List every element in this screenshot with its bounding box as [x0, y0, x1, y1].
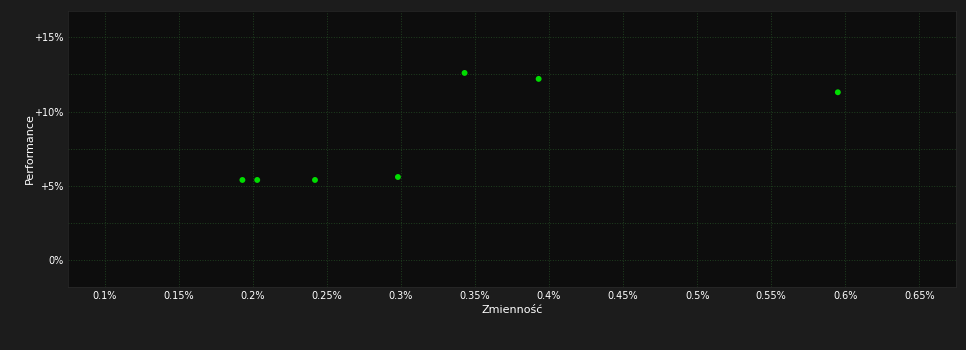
Point [830, 90, 845, 95]
Point [531, 76, 547, 82]
Point [457, 70, 472, 76]
Point [235, 177, 250, 183]
Point [249, 177, 265, 183]
Point [390, 174, 406, 180]
Point [307, 177, 323, 183]
X-axis label: Zmienność: Zmienność [481, 305, 543, 315]
Y-axis label: Performance: Performance [25, 113, 35, 184]
